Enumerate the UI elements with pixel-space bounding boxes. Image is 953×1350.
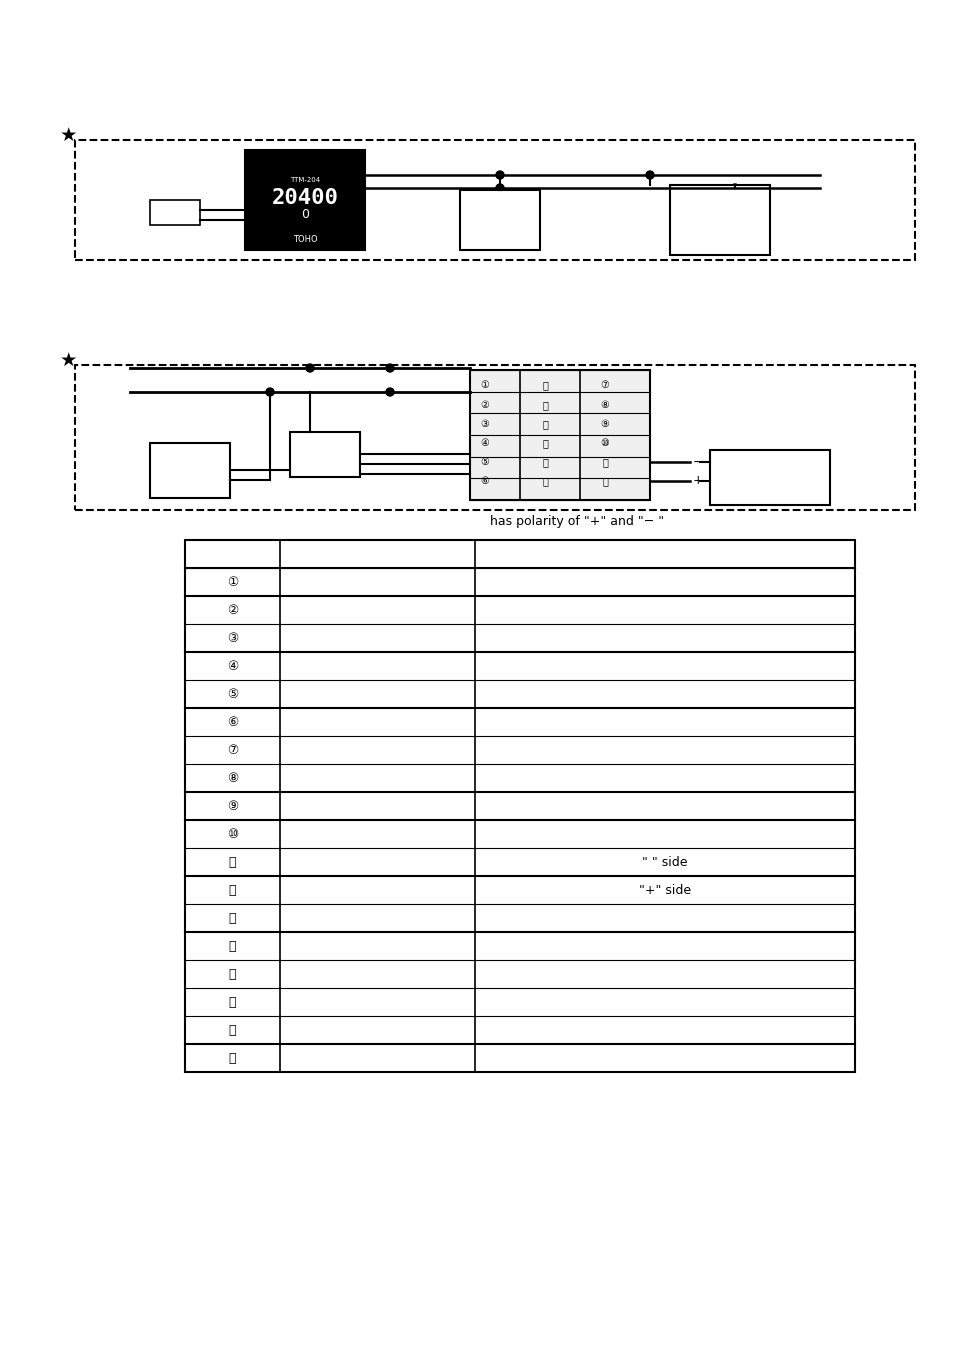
Text: ⑯: ⑯ xyxy=(541,437,547,448)
Text: ①: ① xyxy=(480,379,489,390)
Text: ⑯: ⑯ xyxy=(229,995,236,1008)
Text: ⑬: ⑬ xyxy=(229,911,236,925)
Text: ⑫: ⑫ xyxy=(601,477,607,486)
Text: ⑪: ⑪ xyxy=(229,856,236,868)
Circle shape xyxy=(645,171,654,180)
Circle shape xyxy=(306,364,314,373)
Bar xyxy=(150,443,230,498)
Text: ⑥: ⑥ xyxy=(480,477,489,486)
Text: ⑩: ⑩ xyxy=(600,437,609,448)
Text: ⑱: ⑱ xyxy=(229,1052,236,1065)
Text: 20400: 20400 xyxy=(272,188,338,208)
Text: ⑤: ⑤ xyxy=(227,687,238,701)
Text: ③: ③ xyxy=(480,418,489,429)
Text: ⑰: ⑰ xyxy=(541,458,547,467)
Circle shape xyxy=(386,387,394,396)
Text: " " side: " " side xyxy=(641,856,687,868)
Text: ★: ★ xyxy=(60,126,77,144)
Text: ②: ② xyxy=(227,603,238,617)
Text: ②: ② xyxy=(480,400,489,410)
Text: ⑦: ⑦ xyxy=(227,744,238,756)
Bar xyxy=(75,140,914,261)
Text: ⑦: ⑦ xyxy=(600,379,609,390)
Text: ⑭: ⑭ xyxy=(541,400,547,410)
Text: ③: ③ xyxy=(227,632,238,644)
Text: ⑥: ⑥ xyxy=(227,716,238,729)
Text: ⑪: ⑪ xyxy=(601,458,607,467)
Bar xyxy=(245,150,365,250)
Circle shape xyxy=(266,387,274,396)
Text: 0: 0 xyxy=(301,208,309,221)
Text: ①: ① xyxy=(227,575,238,589)
Text: ⑱: ⑱ xyxy=(541,477,547,486)
Bar xyxy=(709,450,829,505)
Text: ⑫: ⑫ xyxy=(229,883,236,896)
Text: ⑨: ⑨ xyxy=(600,418,609,429)
Bar xyxy=(75,364,914,510)
Text: ★: ★ xyxy=(60,351,77,370)
Text: ⑧: ⑧ xyxy=(600,400,609,410)
Text: −: − xyxy=(692,455,702,468)
Text: has polarity of "+" and "− ": has polarity of "+" and "− " xyxy=(490,514,663,528)
Bar xyxy=(150,200,200,225)
Bar xyxy=(185,540,854,1072)
Bar xyxy=(459,190,539,250)
Text: ⑩: ⑩ xyxy=(227,828,238,841)
Text: ⑧: ⑧ xyxy=(227,771,238,784)
Text: ⑰: ⑰ xyxy=(229,1023,236,1037)
Bar xyxy=(669,185,769,255)
Bar xyxy=(290,432,359,477)
Text: "+" side: "+" side xyxy=(639,883,690,896)
Text: ④: ④ xyxy=(480,437,489,448)
Text: TTM-204: TTM-204 xyxy=(290,177,319,184)
Circle shape xyxy=(496,184,503,192)
Bar xyxy=(470,370,649,500)
Text: ⑤: ⑤ xyxy=(480,458,489,467)
Text: ⑮: ⑮ xyxy=(541,418,547,429)
Text: +: + xyxy=(692,474,703,487)
Text: ⑮: ⑮ xyxy=(229,968,236,980)
Circle shape xyxy=(386,364,394,373)
Text: TOHO: TOHO xyxy=(293,235,317,244)
Circle shape xyxy=(730,184,739,192)
Text: ⑬: ⑬ xyxy=(541,379,547,390)
Circle shape xyxy=(496,171,503,180)
Text: ④: ④ xyxy=(227,660,238,672)
Text: ⑭: ⑭ xyxy=(229,940,236,953)
Text: ⑨: ⑨ xyxy=(227,799,238,813)
